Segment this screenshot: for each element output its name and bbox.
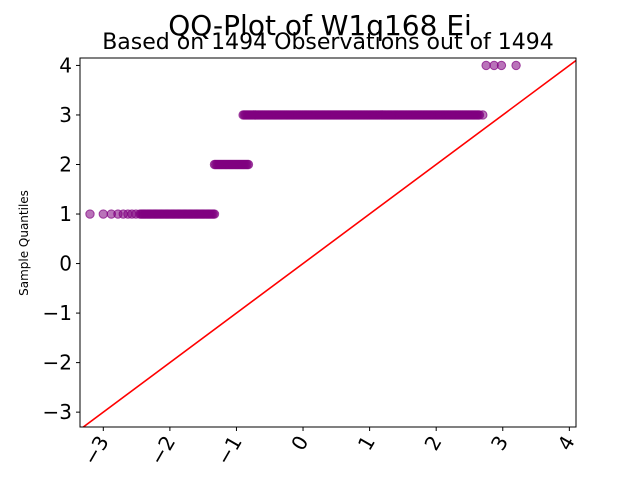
y-tick-label: 4 xyxy=(59,53,72,77)
data-point xyxy=(243,159,254,170)
chart-title: QQ-Plot of W1q168 Ei xyxy=(168,9,472,42)
x-tick-label: 3 xyxy=(486,432,513,455)
data-point xyxy=(481,60,491,71)
y-tick-label: 0 xyxy=(59,252,72,276)
x-tick-label: 4 xyxy=(553,432,580,455)
chart-subtitle: Based on 1494 Observations out of 1494 xyxy=(102,30,554,55)
data-point xyxy=(511,60,521,71)
x-tick-label: −2 xyxy=(145,432,181,470)
y-tick-label: 2 xyxy=(59,152,72,176)
y-tick-label: −2 xyxy=(43,351,72,375)
data-point xyxy=(496,60,507,71)
y-tick-label: −1 xyxy=(43,301,72,325)
y-tick-label: 3 xyxy=(59,103,72,127)
x-tick-label: 0 xyxy=(286,432,313,455)
x-tick-label: −1 xyxy=(211,432,247,470)
data-layer xyxy=(81,59,576,427)
plot-area: −3 −2 −1 0 1 2 3 4 −3 −2 −1 0 1 2 3 4 xyxy=(43,53,580,470)
data-point xyxy=(478,110,488,120)
data-point xyxy=(98,209,109,219)
x-tick-label: 1 xyxy=(353,432,380,455)
y-tick-label: −3 xyxy=(43,400,72,424)
x-tick-label: −3 xyxy=(78,432,114,470)
y-tick-label: 1 xyxy=(59,202,72,226)
reference-line xyxy=(81,59,576,427)
data-point xyxy=(85,209,95,219)
data-point xyxy=(209,209,220,219)
x-tick-label: 2 xyxy=(419,432,446,455)
y-axis-label: Sample Quantiles xyxy=(17,190,31,296)
plot-frame xyxy=(79,57,577,428)
